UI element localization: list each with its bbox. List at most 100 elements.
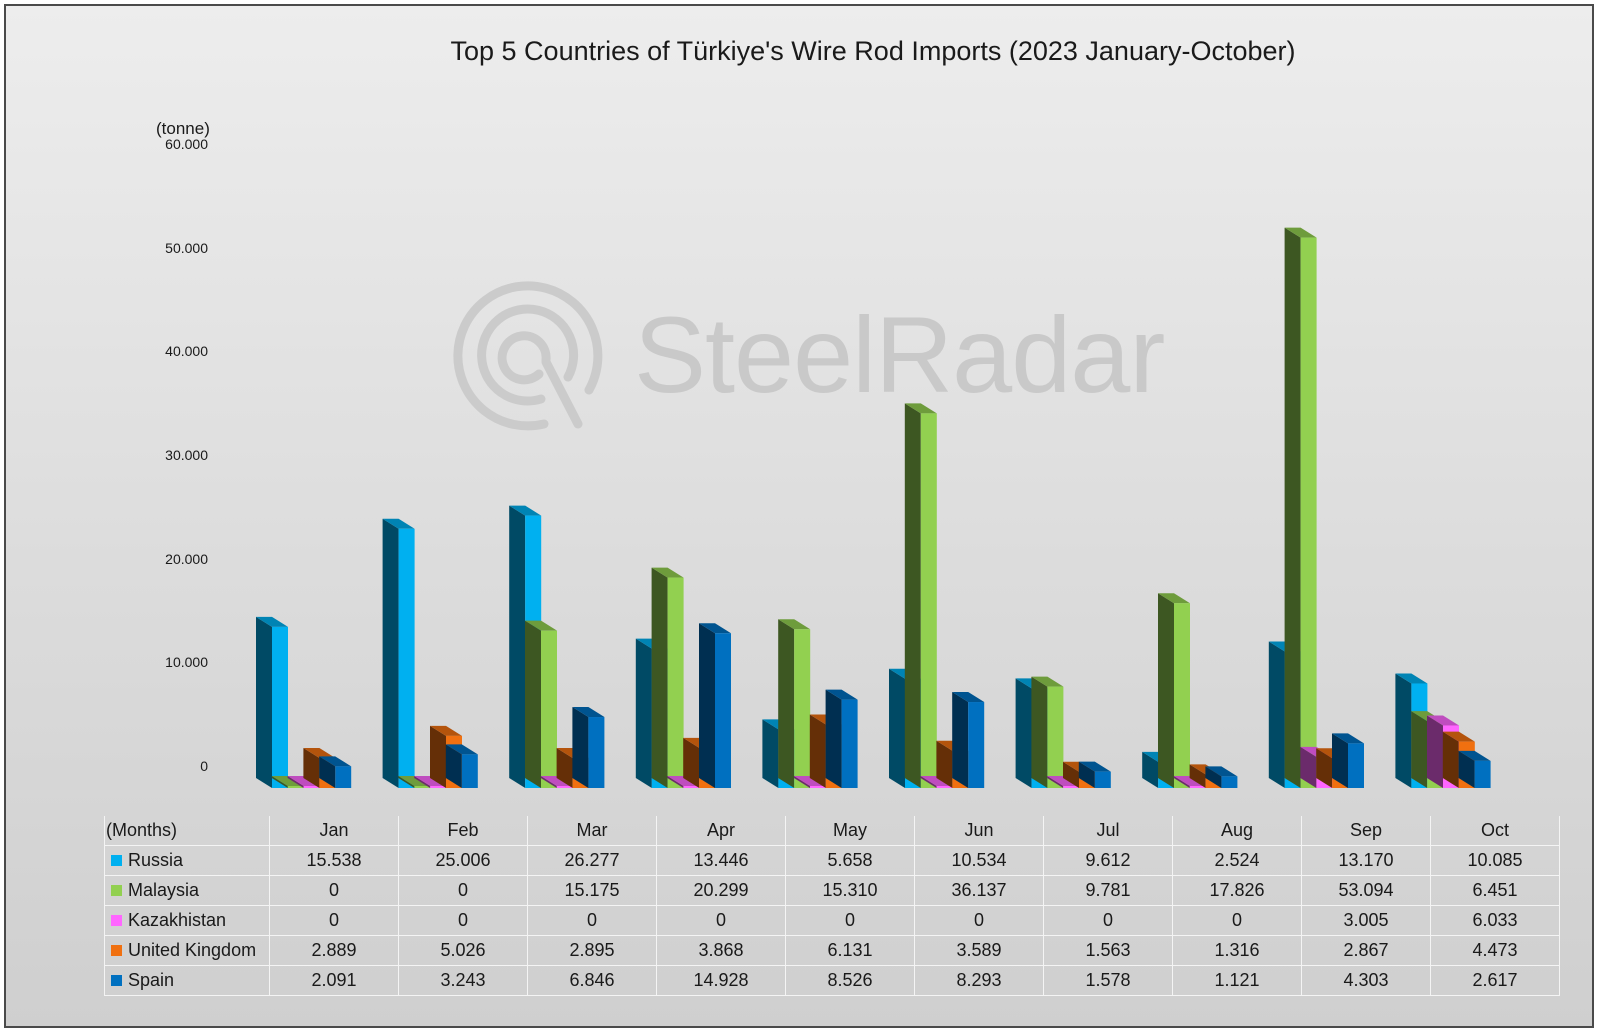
legend-entry: Spain [104, 965, 270, 996]
legend-swatch [111, 884, 122, 896]
table-cell: 4.473 [1430, 935, 1560, 966]
month-header: Mar [527, 816, 657, 846]
table-cell: 2.524 [1172, 845, 1302, 876]
bar-russia-jan [256, 616, 288, 788]
table-cell: 10.085 [1430, 845, 1560, 876]
bar-malaysia-apr [651, 567, 684, 788]
chart-title: Top 5 Countries of Türkiye's Wire Rod Im… [450, 36, 1296, 66]
table-cell: 25.006 [398, 845, 528, 876]
legend-entry: Malaysia [104, 875, 270, 906]
bar-malaysia-feb [398, 776, 431, 788]
table-cell: 0 [398, 875, 528, 906]
bar-kazakhistan-jul [1047, 776, 1080, 788]
table-cell: 13.170 [1301, 845, 1431, 876]
bar-malaysia-jun [904, 403, 937, 788]
bar-kazakhistan-aug [1173, 776, 1206, 788]
table-cell: 13.446 [656, 845, 786, 876]
bar-malaysia-aug [1158, 593, 1190, 788]
bar-plot [256, 227, 1491, 789]
y-tick-label: 40.000 [165, 343, 208, 360]
series-name: Malaysia [128, 880, 200, 900]
series-name: United Kingdom [128, 940, 257, 960]
bar-malaysia-jul [1031, 676, 1064, 788]
steelradar-logo-icon [453, 281, 603, 431]
month-header: Jun [914, 816, 1044, 846]
month-header: May [785, 816, 915, 846]
month-header: Feb [398, 816, 528, 846]
table-cell: 1.121 [1172, 965, 1302, 996]
table-cell: 10.534 [914, 845, 1044, 876]
table-row: Russia 15.538 25.006 26.277 13.446 5.658 10.53… [104, 845, 1560, 876]
y-tick-label: 10.000 [165, 654, 208, 671]
bar-spain-mar [572, 707, 605, 788]
table-cell: 0 [1043, 905, 1173, 936]
table-row: Malaysia 0 0 15.175 20.299 15.310 36.137 9.781 1… [104, 875, 1560, 906]
bar-malaysia-mar [525, 620, 557, 788]
table-cell: 9.612 [1043, 845, 1173, 876]
table-cell: 15.538 [269, 845, 399, 876]
bar-kazakhistan-jun [920, 776, 953, 788]
series-name: Kazakhistan [128, 910, 227, 930]
bar-malaysia-may [778, 619, 811, 788]
table-cell: 1.578 [1043, 965, 1173, 996]
table-cell: 0 [785, 905, 915, 936]
y-axis-unit-label: (tonne) [156, 119, 210, 138]
table-row: United Kingdom 2.889 5.026 2.895 3.868 6.131 3… [104, 935, 1560, 966]
table-cell: 2.617 [1430, 965, 1560, 996]
table-cell: 15.310 [785, 875, 915, 906]
table-cell: 2.889 [269, 935, 399, 966]
table-cell: 0 [914, 905, 1044, 936]
y-tick-label: 30.000 [165, 447, 208, 463]
table-cell: 8.293 [914, 965, 1044, 996]
table-cell: 9.781 [1043, 875, 1173, 906]
table-row: Kazakhistan 0 0 0 0 0 0 0 0 3.005 6.033 [104, 905, 1560, 936]
table-cell: 0 [527, 905, 657, 936]
bar-malaysia-jan [271, 776, 304, 788]
y-tick-label: 0 [200, 758, 208, 774]
table-cell: 0 [656, 905, 786, 936]
table-row: Spain 2.091 3.243 6.846 14.928 8.526 8.293 1.57… [104, 965, 1560, 996]
data-table: Jan Feb Mar Apr May Jun Jul Aug Sep Oct Russia 15.… [104, 816, 1560, 996]
table-cell: 0 [398, 905, 528, 936]
table-cell: 17.826 [1172, 875, 1302, 906]
bar-spain-oct [1458, 750, 1491, 788]
table-cell: 5.658 [785, 845, 915, 876]
month-header: Aug [1172, 816, 1302, 846]
steelradar-watermark: SteelRadar [446, 274, 1165, 444]
table-cell: 53.094 [1301, 875, 1431, 906]
data-table-body: Russia 15.538 25.006 26.277 13.446 5.658 10.53… [104, 845, 1560, 996]
watermark-text: SteelRadar [634, 294, 1165, 415]
table-cell: 2.091 [269, 965, 399, 996]
table-cell: 14.928 [656, 965, 786, 996]
series-name: Russia [128, 850, 184, 870]
table-cell: 0 [269, 905, 399, 936]
data-table-header: Jan Feb Mar Apr May Jun Jul Aug Sep Oct [104, 816, 1560, 846]
bar-spain-feb [445, 744, 478, 788]
bar-malaysia-sep [1284, 227, 1317, 789]
table-cell: 0 [269, 875, 399, 906]
bar-spain-sep [1332, 733, 1364, 788]
y-tick-label: 20.000 [165, 550, 208, 567]
table-cell: 3.589 [914, 935, 1044, 966]
legend-entry: United Kingdom [104, 935, 270, 966]
table-cell: 3.868 [656, 935, 786, 966]
series-name: Spain [128, 970, 175, 990]
legend-swatch [111, 854, 122, 866]
bar-spain-jun [952, 692, 985, 788]
table-cell: 2.867 [1301, 935, 1431, 966]
month-header: Sep [1301, 816, 1431, 846]
month-header: Jul [1043, 816, 1173, 846]
table-cell: 0 [1172, 905, 1302, 936]
bar-spain-jan [319, 756, 352, 788]
bar-kazakhistan-may [794, 776, 826, 788]
table-cell: 2.895 [527, 935, 657, 966]
chart-frame: Top 5 Countries of Türkiye's Wire Rod Im… [4, 4, 1594, 1028]
month-header: Apr [656, 816, 786, 846]
bar-kazakhistan-feb [414, 776, 447, 788]
bar-kazakhistan-jan [287, 776, 320, 788]
table-cell: 6.846 [527, 965, 657, 996]
legend-entry: Kazakhistan [104, 905, 270, 936]
bar-spain-may [825, 689, 858, 788]
data-table-corner [104, 816, 270, 846]
table-cell: 15.175 [527, 875, 657, 906]
